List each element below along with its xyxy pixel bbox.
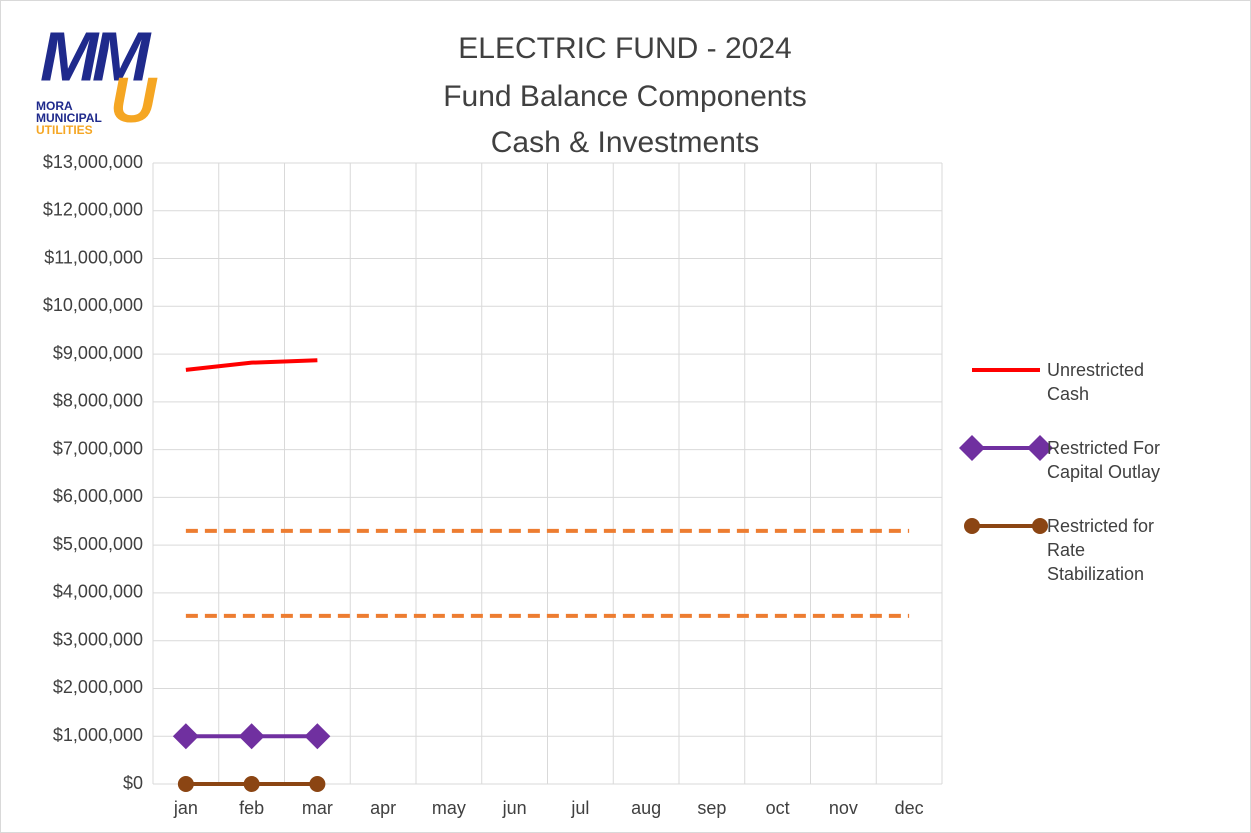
point-marker [304, 723, 331, 750]
point-marker [177, 776, 194, 792]
chart-title: Cash & Investments [491, 126, 759, 159]
x-tick-label: feb [239, 798, 264, 818]
x-tick-label: sep [697, 798, 726, 818]
chart-title: Fund Balance Components [443, 80, 807, 113]
point-marker [243, 776, 260, 792]
logo-letter: M [92, 17, 152, 95]
x-tick-label: jan [173, 798, 198, 818]
x-tick-label: mar [302, 798, 333, 818]
legend-label: Restricted For Capital Outlay [1047, 438, 1161, 482]
x-tick-label: dec [895, 798, 924, 818]
y-tick-label: $5,000,000 [53, 534, 143, 554]
y-tick-label: $9,000,000 [53, 343, 143, 363]
logo-letter: M [40, 17, 100, 95]
x-tick-label: aug [631, 798, 661, 818]
x-tick-label: may [432, 798, 466, 818]
x-tick-label: oct [766, 798, 790, 818]
y-tick-label: $2,000,000 [53, 677, 143, 697]
x-tick-label: jun [502, 798, 527, 818]
logo-text: MORA [36, 99, 73, 113]
point-marker [964, 518, 980, 534]
point-marker [309, 776, 326, 792]
x-tick-label: nov [829, 798, 858, 818]
chart-title: ELECTRIC FUND - 2024 [458, 32, 791, 65]
y-tick-label: $10,000,000 [43, 295, 143, 315]
y-tick-label: $13,000,000 [43, 152, 143, 172]
point-marker [1032, 518, 1048, 534]
logo-text: MUNICIPAL [36, 111, 102, 125]
x-tick-label: jul [570, 798, 589, 818]
y-tick-label: $3,000,000 [53, 629, 143, 649]
logo: M M U MORA MUNICIPAL UTILITIES [36, 17, 158, 137]
point-marker [959, 435, 985, 461]
point-marker [172, 723, 199, 750]
y-tick-label: $7,000,000 [53, 438, 143, 458]
y-tick-label: $0 [123, 773, 143, 793]
y-tick-label: $1,000,000 [53, 725, 143, 745]
series-line [185, 358, 318, 372]
legend-label: Restricted for Rate Stabilization [1047, 516, 1155, 584]
point-marker [238, 723, 265, 750]
legend-label: Unrestricted Cash [1047, 360, 1145, 404]
y-tick-label: $8,000,000 [53, 391, 143, 411]
x-tick-label: apr [370, 798, 396, 818]
y-tick-label: $6,000,000 [53, 486, 143, 506]
y-tick-label: $4,000,000 [53, 582, 143, 602]
y-tick-label: $11,000,000 [44, 247, 143, 267]
logo-letter: U [110, 64, 158, 136]
logo-text: UTILITIES [36, 123, 93, 137]
y-tick-label: $12,000,000 [43, 200, 143, 220]
point-marker [1027, 435, 1053, 461]
